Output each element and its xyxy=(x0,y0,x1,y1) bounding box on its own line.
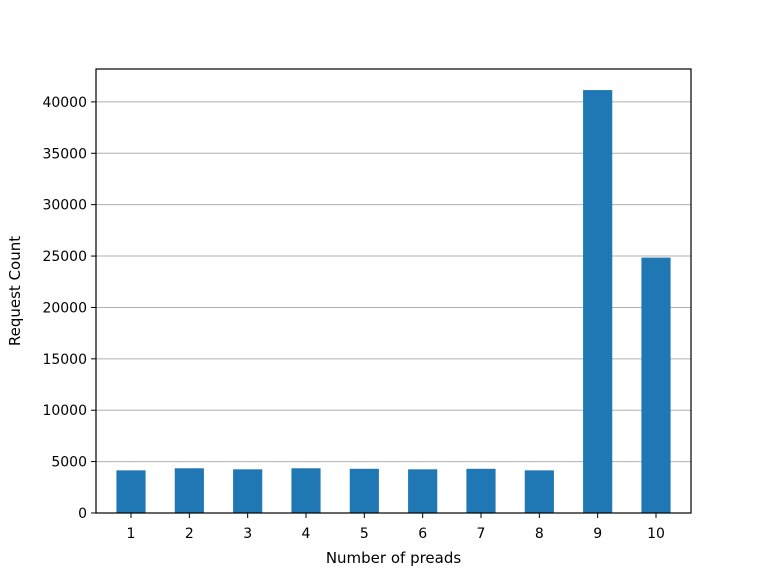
y-tick-label: 25000 xyxy=(42,249,87,265)
y-axis-ticks: 0 5000 10000 15000 20000 25000 30000 35000 40000 xyxy=(42,95,96,522)
bar-10 xyxy=(641,257,671,513)
x-tick-label: 8 xyxy=(535,526,544,542)
x-tick-label: 4 xyxy=(302,526,311,542)
y-tick-label: 5000 xyxy=(51,455,87,471)
x-tick-label: 5 xyxy=(360,526,369,542)
x-axis-label: Number of preads xyxy=(326,549,462,567)
y-tick-label: 20000 xyxy=(42,300,87,316)
bar-3 xyxy=(233,469,263,513)
y-tick-label: 10000 xyxy=(42,403,87,419)
bar-7 xyxy=(466,468,496,513)
x-axis-ticks: 1 2 3 4 5 6 7 8 9 10 xyxy=(127,513,665,542)
x-tick-label: 6 xyxy=(418,526,427,542)
bar-9 xyxy=(583,90,613,513)
bar-6 xyxy=(408,469,438,513)
x-tick-label: 9 xyxy=(593,526,602,542)
x-tick-label: 10 xyxy=(647,526,665,542)
plot-frame xyxy=(95,68,692,514)
bar-2 xyxy=(174,468,204,513)
bar-5 xyxy=(349,468,379,513)
x-tick-label: 1 xyxy=(127,526,136,542)
x-tick-label: 3 xyxy=(243,526,252,542)
y-tick-label: 40000 xyxy=(42,95,87,111)
y-tick-label: 30000 xyxy=(42,198,87,214)
bar-1 xyxy=(116,470,146,513)
x-tick-label: 7 xyxy=(477,526,486,542)
bar-4 xyxy=(291,468,321,513)
y-axis-label: Request Count xyxy=(6,236,24,346)
x-tick-label: 2 xyxy=(185,526,194,542)
y-tick-label: 0 xyxy=(78,506,87,522)
y-tick-label: 35000 xyxy=(42,146,87,162)
bar-8 xyxy=(524,470,554,513)
bars xyxy=(116,90,671,513)
y-tick-label: 15000 xyxy=(42,352,87,368)
